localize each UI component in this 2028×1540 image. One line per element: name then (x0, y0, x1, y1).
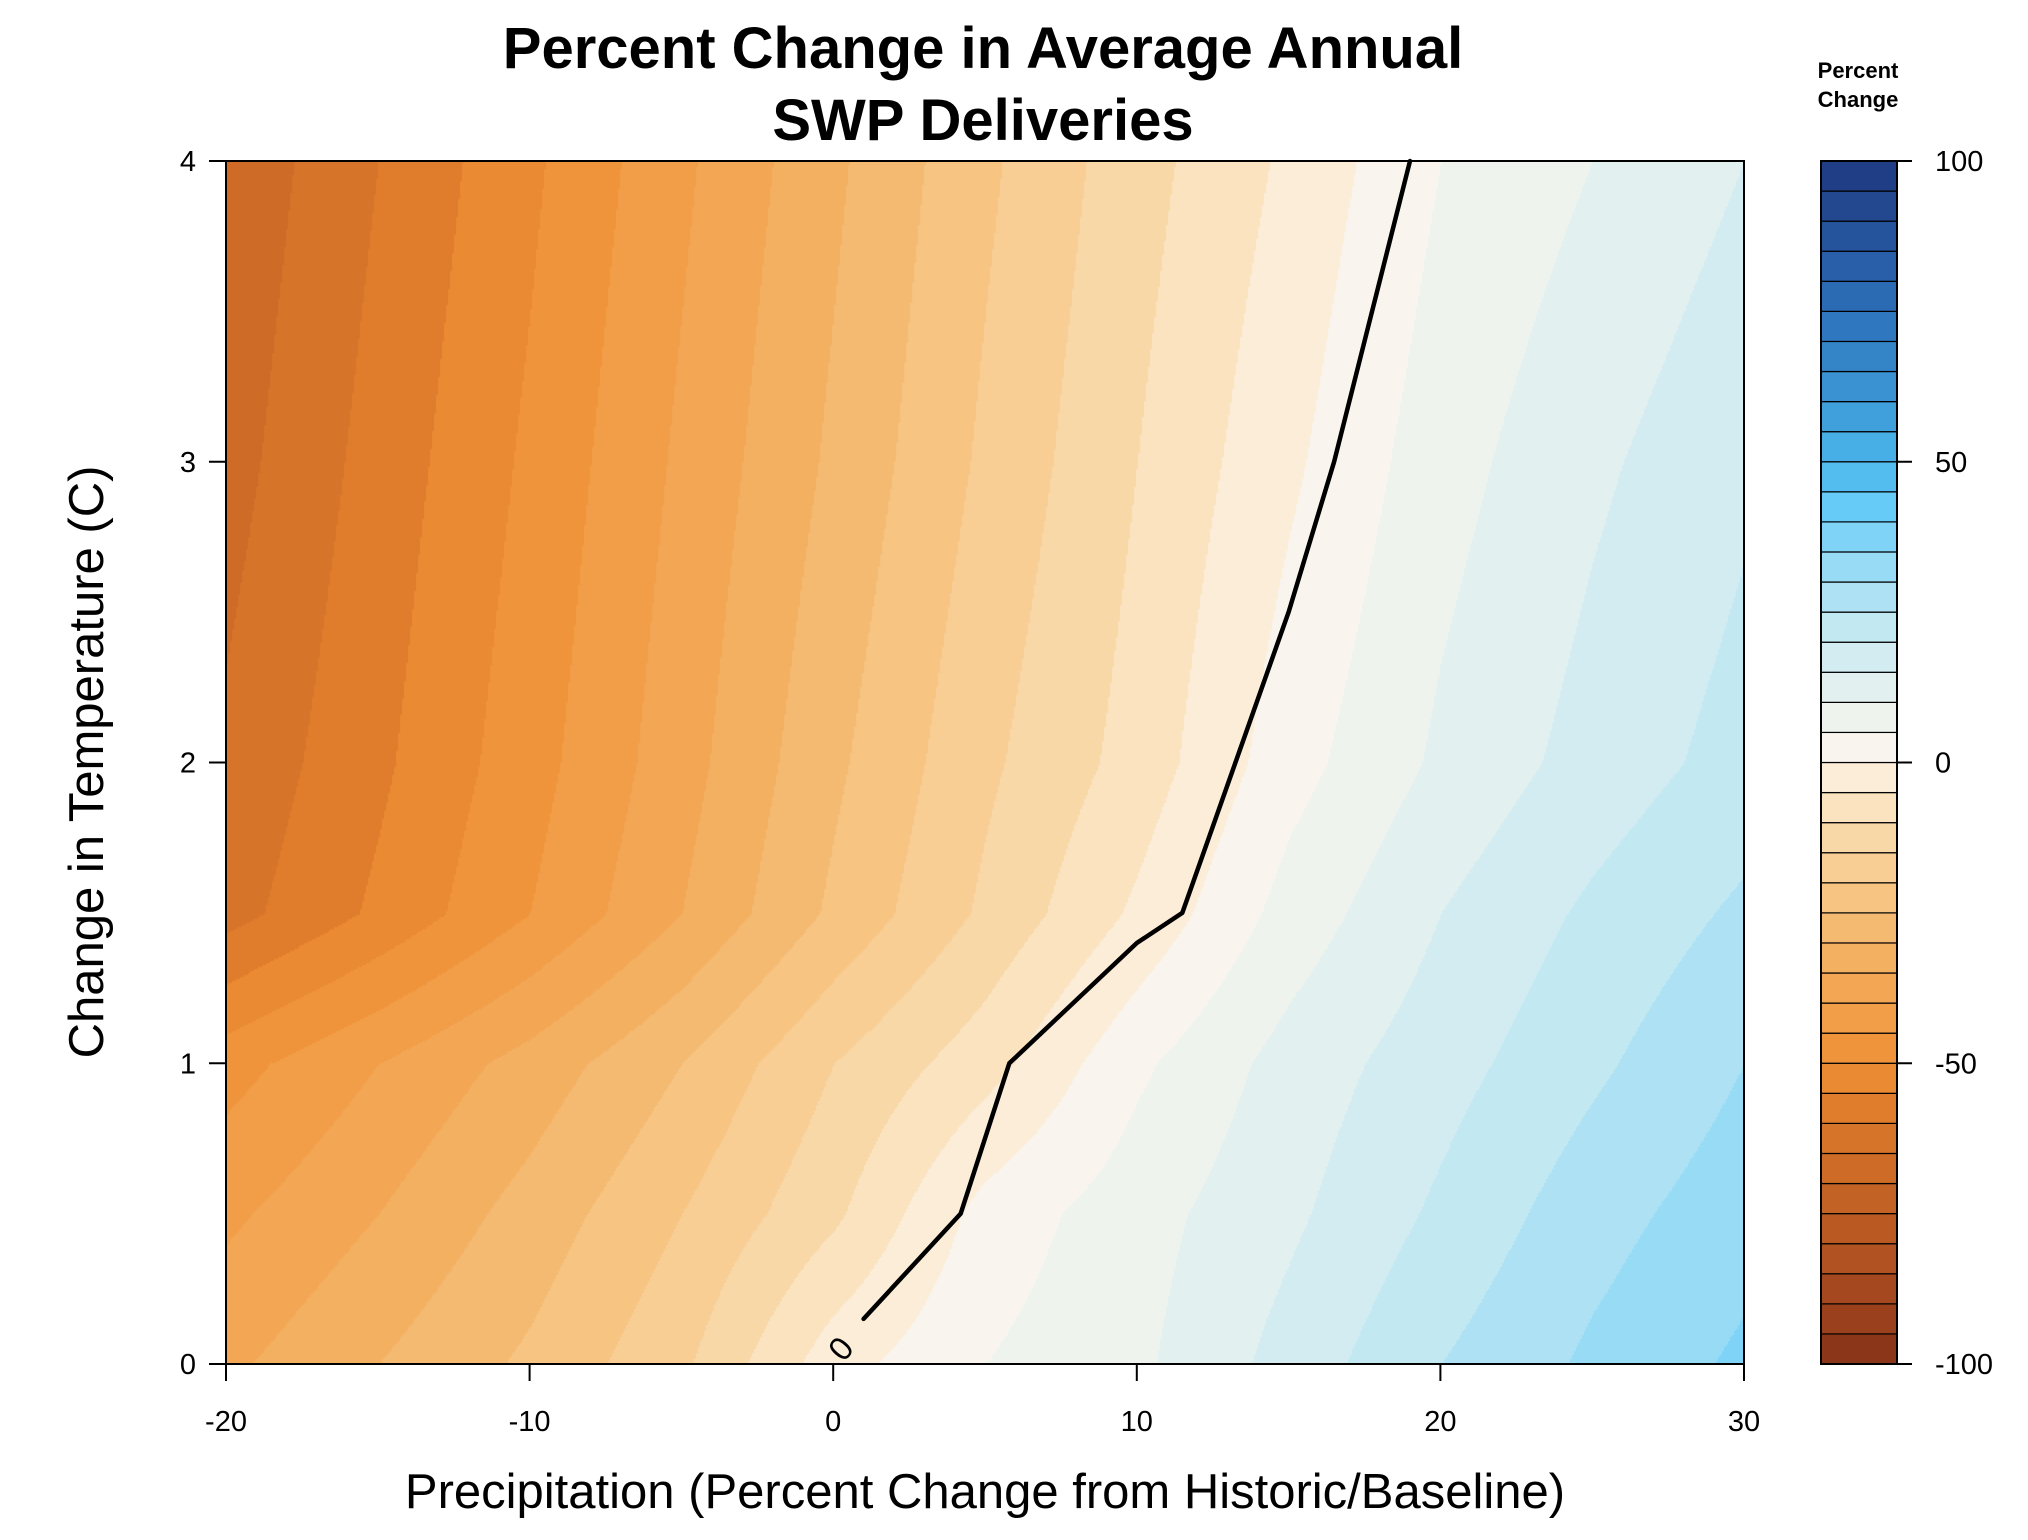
colorbar-swatch (1820, 731, 1898, 764)
colorbar-swatch (1820, 912, 1898, 944)
colorbar-swatch (1820, 1092, 1898, 1124)
x-axis-label: Precipitation (Percent Change from Histo… (405, 1465, 1565, 1519)
colorbar-tick-label: 100 (1935, 146, 1983, 178)
colorbar-swatch (1820, 370, 1898, 403)
colorbar-swatch (1820, 340, 1898, 373)
colorbar-title-line-2: Change (1818, 87, 1899, 112)
colorbar-swatch (1820, 1152, 1898, 1185)
colorbar-swatch (1820, 250, 1898, 282)
colorbar-swatch (1820, 491, 1898, 523)
colorbar-swatch (1820, 822, 1898, 854)
contour-fill-area (226, 161, 1744, 1364)
colorbar-swatch (1820, 671, 1898, 703)
y-tick-label: 0 (180, 1349, 196, 1381)
chart-title-line-2: SWP Deliveries (772, 88, 1193, 153)
colorbar-swatch (1820, 761, 1898, 794)
y-tick-label: 4 (180, 146, 196, 178)
colorbar-swatch (1820, 521, 1898, 553)
x-tick-label: 30 (1728, 1406, 1760, 1438)
colorbar-swatch (1820, 190, 1898, 222)
chart-title-line-1: Percent Change in Average Annual (503, 16, 1463, 81)
colorbar-swatch (1820, 1333, 1898, 1365)
colorbar-swatch (1820, 852, 1898, 884)
colorbar-swatch (1820, 701, 1898, 734)
colorbar-ticks: 100 50 0 -50 -100 (1897, 146, 1993, 1381)
chart-title: Percent Change in Average Annual SWP Del… (503, 16, 1463, 153)
colorbar-swatch (1820, 611, 1898, 643)
colorbar-swatch (1820, 581, 1898, 613)
y-tick-label: 1 (180, 1048, 196, 1080)
colorbar-swatch (1820, 972, 1898, 1004)
x-tick-label: -10 (509, 1406, 551, 1438)
zero-contour-line (861, 158, 1413, 1322)
colorbar-swatch (1820, 1002, 1898, 1034)
colorbar-tick-label: -100 (1935, 1349, 1993, 1381)
x-tick-label: 10 (1121, 1406, 1153, 1438)
colorbar-title-line-1: Percent (1818, 58, 1899, 83)
colorbar-swatch (1820, 401, 1898, 433)
colorbar-swatch (1820, 461, 1898, 493)
colorbar-swatch (1820, 310, 1898, 343)
colorbar-swatch (1820, 791, 1898, 824)
colorbar-swatch (1820, 1062, 1898, 1094)
colorbar-swatch (1820, 1182, 1898, 1215)
x-tick-label: 0 (825, 1406, 841, 1438)
colorbar-swatch (1820, 882, 1898, 914)
contour-fill-image (226, 161, 1744, 1364)
colorbar-swatch (1820, 1243, 1898, 1275)
colorbar-swatch (1820, 1213, 1898, 1245)
colorbar-tick-label: -50 (1935, 1048, 1977, 1080)
y-axis-label: Change in Temperature (C) (60, 466, 114, 1059)
x-tick-label: 20 (1424, 1406, 1456, 1438)
colorbar-swatch (1820, 942, 1898, 974)
colorbar-swatch (1820, 1273, 1898, 1305)
colorbar-body (1820, 160, 1898, 1365)
colorbar-swatch (1820, 280, 1898, 312)
colorbar: Percent Change 100 50 0 -50 -100 (1818, 58, 1993, 1381)
colorbar-swatch (1820, 160, 1898, 192)
y-tick-label: 3 (180, 447, 196, 479)
y-axis: 0 1 2 3 4 (180, 146, 227, 1381)
colorbar-swatch (1820, 551, 1898, 583)
y-tick-label: 2 (180, 748, 196, 780)
colorbar-swatch (1820, 1122, 1898, 1155)
colorbar-swatch (1820, 641, 1898, 673)
colorbar-swatch (1820, 1032, 1898, 1064)
x-tick-label: -20 (205, 1406, 247, 1438)
x-axis: -20 -10 0 10 20 30 (205, 1363, 1760, 1438)
colorbar-swatch (1820, 431, 1898, 463)
colorbar-swatch (1820, 1303, 1898, 1335)
colorbar-tick-label: 0 (1935, 748, 1951, 780)
colorbar-tick-label: 50 (1935, 447, 1967, 479)
colorbar-swatch (1820, 220, 1898, 252)
